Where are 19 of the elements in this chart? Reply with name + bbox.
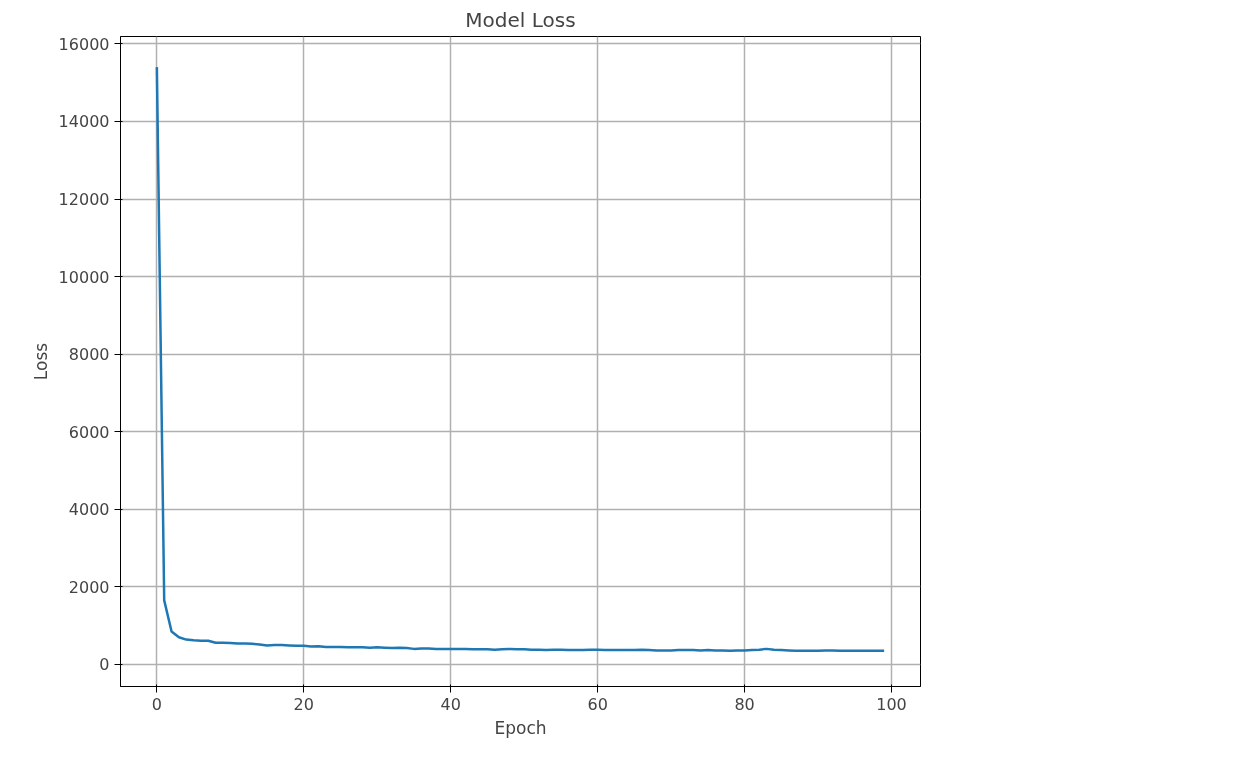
y-tick-label: 6000 [68,422,110,442]
x-tick-label: 0 [151,694,162,714]
y-tick-label: 4000 [68,500,110,520]
y-tick-label: 12000 [58,190,110,209]
x-axis-title: Epoch [494,717,547,738]
x-tick-label: 60 [587,694,608,714]
y-tick-label: 10000 [58,267,110,287]
x-tick-label: 20 [293,694,314,714]
y-tick-label: 16000 [58,34,110,54]
x-tick-label: 80 [734,694,755,714]
y-tick-label: 2000 [68,577,110,597]
line-series [155,65,886,653]
y-tick-label: 0 [99,655,110,675]
x-tick-label: 40 [440,694,461,714]
x-tick-label: 100 [876,694,907,714]
y-tick-label: 8000 [68,345,110,365]
y-tick-label: 14000 [58,112,110,132]
chart-title: Model Loss [465,7,576,32]
y-axis-title: Loss [30,342,51,381]
